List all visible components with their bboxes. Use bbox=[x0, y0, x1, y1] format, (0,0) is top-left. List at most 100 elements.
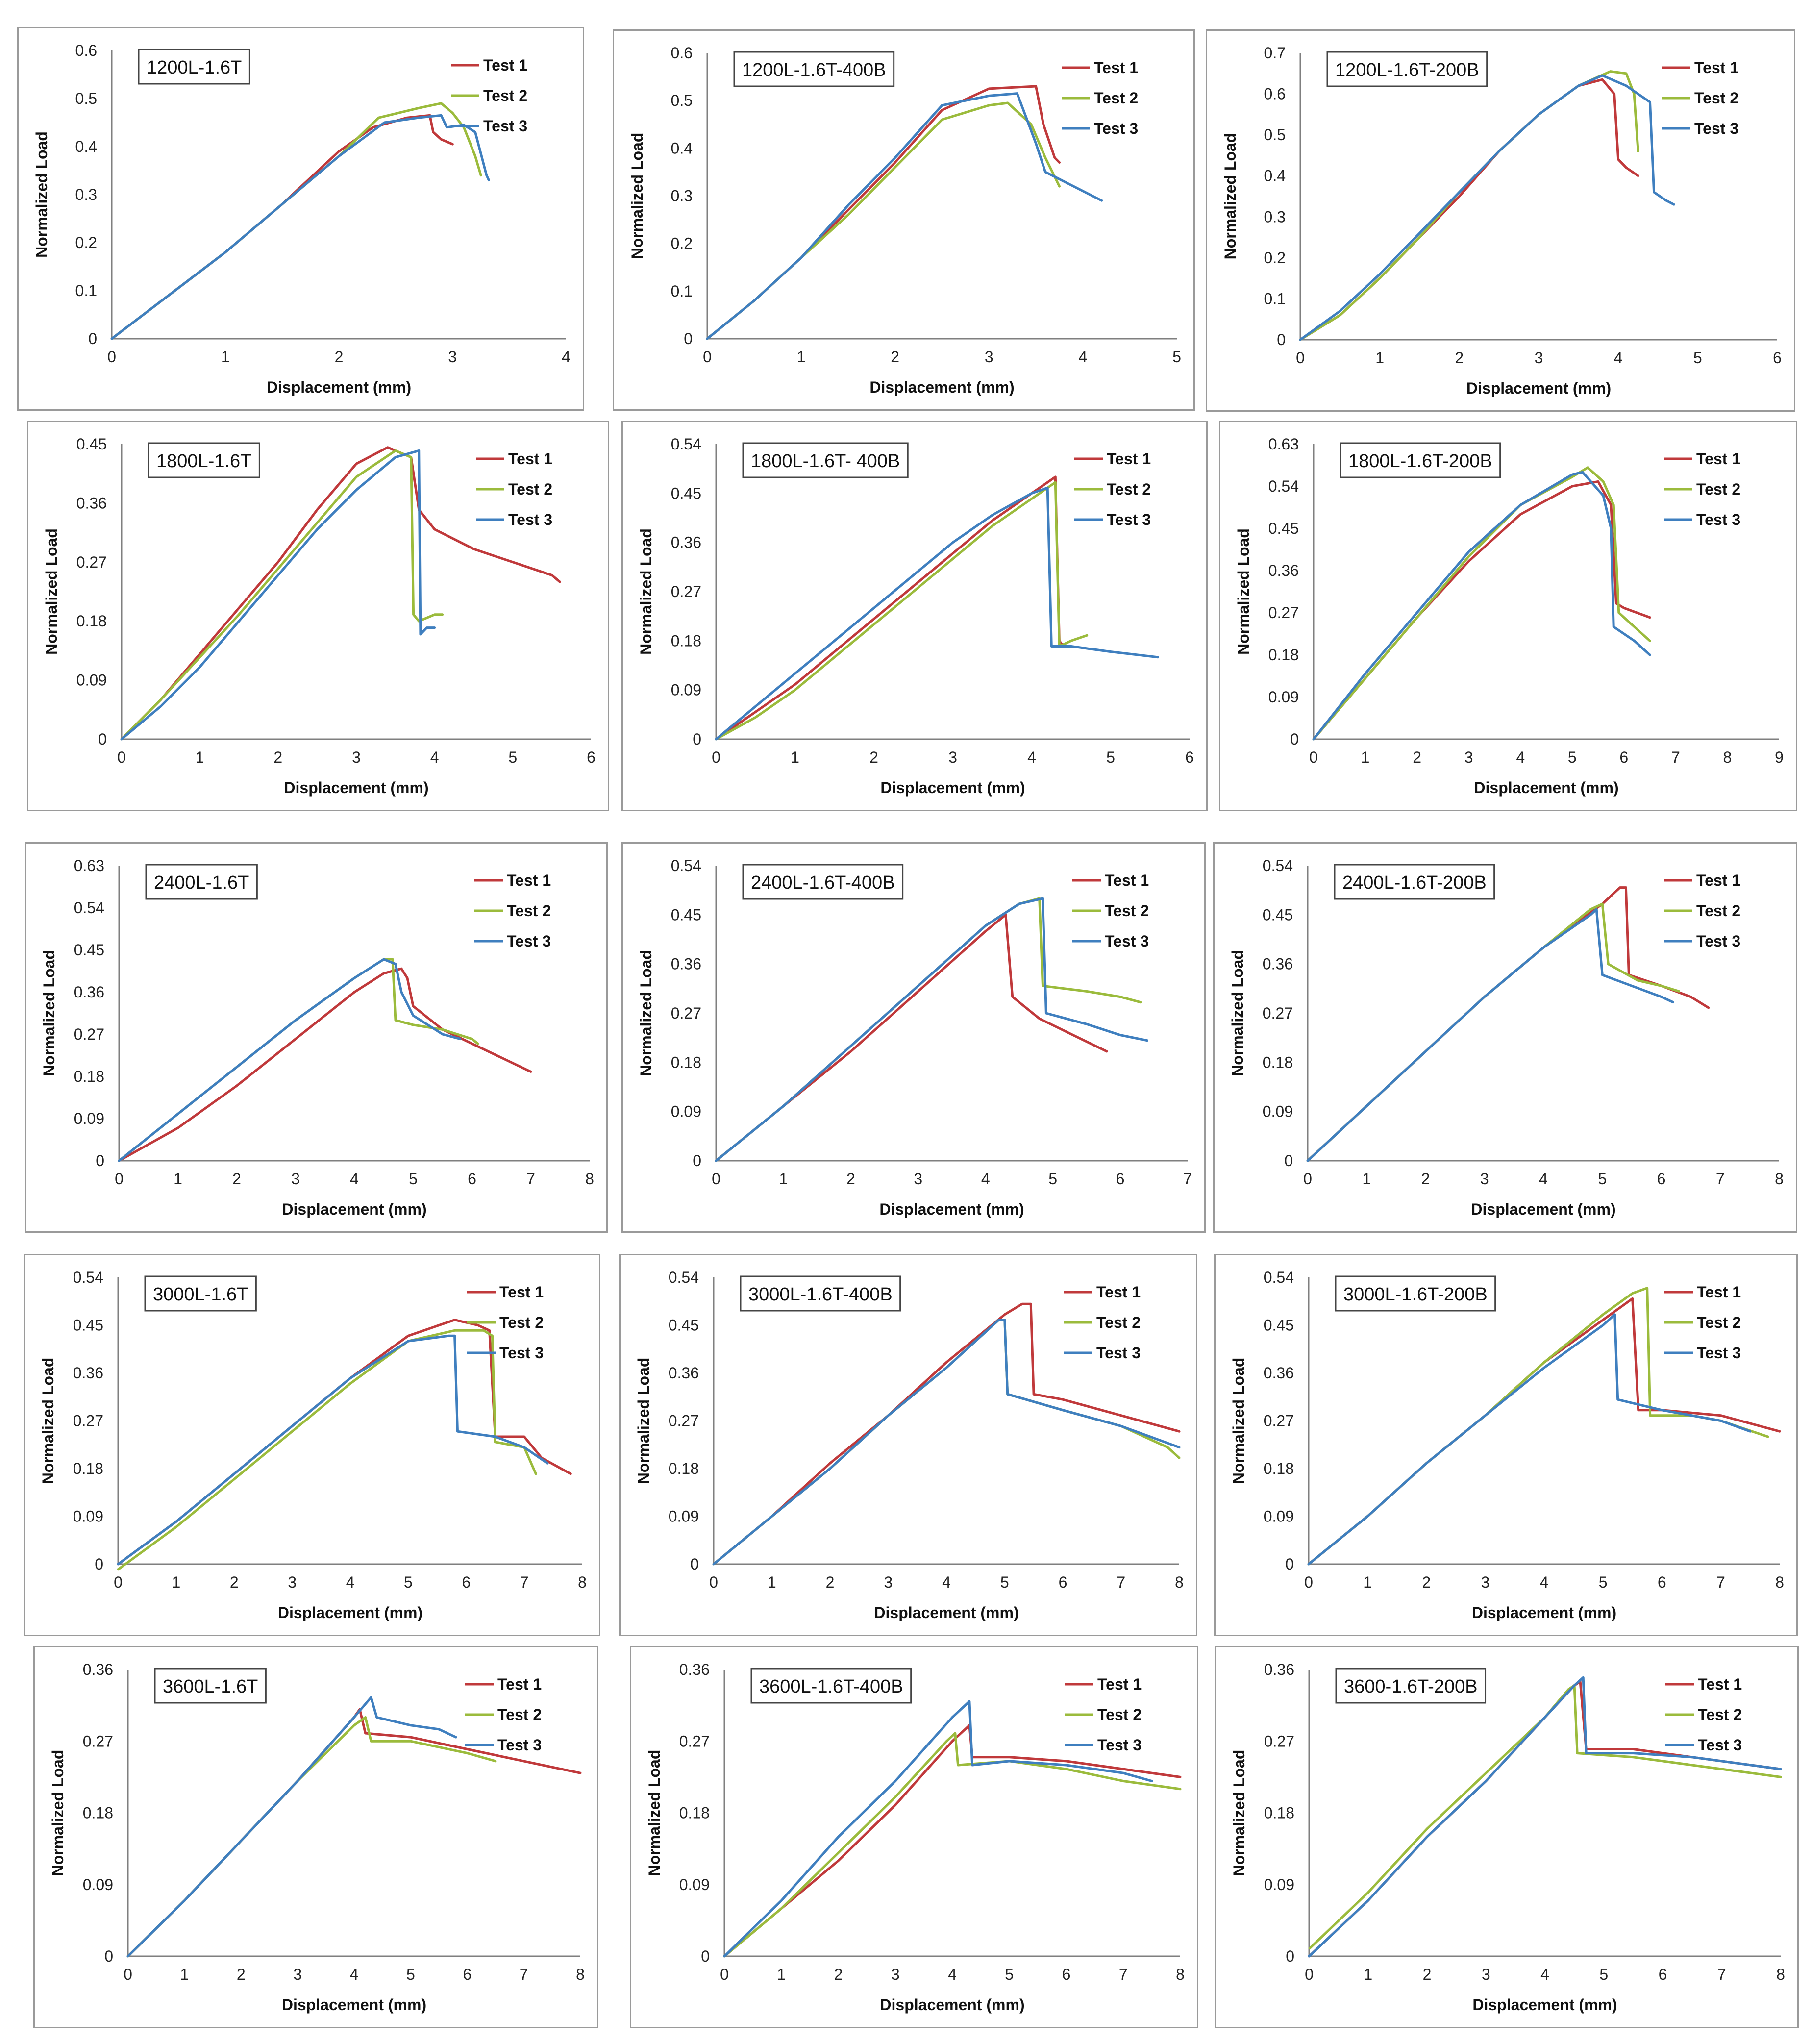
legend-label-test-2: Test 2 bbox=[507, 902, 551, 920]
x-tick-label: 6 bbox=[1062, 1966, 1071, 1983]
legend-label-test-2: Test 2 bbox=[1694, 89, 1738, 107]
x-tick-label: 1 bbox=[777, 1966, 786, 1983]
legend-label-test-1: Test 1 bbox=[1105, 872, 1149, 889]
series-line-test-2 bbox=[715, 897, 1142, 1162]
y-tick-label: 0.27 bbox=[83, 1732, 113, 1750]
x-tick-label: 8 bbox=[1175, 1573, 1184, 1591]
x-tick-label: 6 bbox=[463, 1966, 472, 1983]
y-tick-label: 0.7 bbox=[1264, 44, 1286, 62]
y-tick-label: 0.36 bbox=[76, 494, 107, 512]
y-tick-label: 0.4 bbox=[75, 138, 97, 155]
y-tick-label: 0.27 bbox=[1263, 1004, 1293, 1022]
series-line-test-1 bbox=[110, 114, 454, 340]
chart-svg: 0 1 2 3 4 5 6 7 8 0 0.09 0.18 0.27 0.36 0.45 0.54 Displa… bbox=[39, 1269, 587, 1621]
y-tick-label: 0.27 bbox=[679, 1732, 710, 1750]
legend-label-test-2: Test 2 bbox=[1105, 902, 1149, 920]
x-tick-label: 0 bbox=[1296, 349, 1305, 367]
chart-svg: 0 1 2 3 4 5 6 7 8 0 0.09 0.18 0.27 0.36 0.45 0.54 0.63 Di… bbox=[40, 857, 594, 1218]
chart-title-box bbox=[148, 442, 260, 478]
chart-svg: 0 1 2 3 4 5 6 7 8 0 0.09 0.18 0.27 0.36 0.45 0.54 Displa… bbox=[1229, 857, 1784, 1218]
x-tick-label: 5 bbox=[1599, 1573, 1608, 1591]
y-axis-title: Normalized Load bbox=[33, 131, 50, 258]
chart-title-box bbox=[154, 1668, 267, 1704]
series-line-test-3 bbox=[723, 1700, 1153, 1958]
series-line-test-3 bbox=[712, 1319, 1181, 1566]
x-tick-label: 5 bbox=[1568, 748, 1577, 766]
x-tick-label: 0 bbox=[720, 1966, 729, 1983]
chart-title-box bbox=[138, 49, 250, 85]
x-tick-label: 8 bbox=[1723, 748, 1732, 766]
x-tick-label: 8 bbox=[1176, 1966, 1185, 1983]
x-tick-label: 2 bbox=[335, 348, 344, 366]
x-tick-label: 1 bbox=[1361, 748, 1370, 766]
y-tick-label: 0.18 bbox=[83, 1804, 113, 1822]
y-tick-label: 0 bbox=[693, 730, 701, 748]
x-tick-label: 8 bbox=[576, 1966, 585, 1983]
y-tick-label: 0.36 bbox=[1264, 1364, 1294, 1382]
y-tick-label: 0.36 bbox=[74, 983, 104, 1001]
series-line-test-3 bbox=[715, 897, 1148, 1162]
legend-label-test-3: Test 3 bbox=[1096, 1344, 1141, 1362]
x-axis-title: Displacement (mm) bbox=[869, 378, 1014, 396]
y-axis-title: Normalized Load bbox=[635, 1358, 652, 1484]
x-tick-label: 0 bbox=[709, 1573, 718, 1591]
legend-label-test-2: Test 2 bbox=[1697, 1314, 1741, 1331]
y-tick-label: 0.5 bbox=[1264, 126, 1286, 144]
y-tick-label: 0.54 bbox=[671, 857, 701, 874]
y-tick-label: 0.45 bbox=[671, 906, 701, 923]
y-tick-label: 0.1 bbox=[75, 282, 97, 299]
chart-panel-6: 0 1 2 3 4 5 6 7 8 9 0 0.09 0.18 0.27 0.36 0.45 0.54 0.63 D… bbox=[1219, 421, 1797, 811]
x-tick-label: 0 bbox=[114, 1573, 123, 1591]
y-tick-label: 0 bbox=[98, 730, 107, 748]
x-tick-label: 3 bbox=[1535, 349, 1543, 367]
chart-panel-15: 0 1 2 3 4 5 6 7 8 0 0.09 0.18 0.27 0.36 Displacement (… bbox=[1215, 1646, 1799, 2028]
y-tick-label: 0.54 bbox=[73, 1269, 103, 1286]
legend-label-test-1: Test 1 bbox=[1696, 872, 1740, 889]
y-tick-label: 0.27 bbox=[76, 553, 107, 571]
x-tick-label: 7 bbox=[1117, 1573, 1125, 1591]
chart-svg: 0 1 2 3 4 5 6 0 0.1 0.2 0.3 0.4 0.5 0.6 0.7 Displacemen… bbox=[1221, 44, 1782, 397]
chart-title: 1800L-1.6T- 400B bbox=[751, 451, 900, 472]
x-tick-label: 7 bbox=[1119, 1966, 1128, 1983]
chart-title: 1200L-1.6T bbox=[147, 57, 242, 78]
y-tick-label: 0.36 bbox=[671, 534, 701, 551]
series-line-test-1 bbox=[706, 85, 1061, 340]
y-tick-label: 0 bbox=[95, 1555, 103, 1573]
chart-title: 1200L-1.6T-200B bbox=[1335, 60, 1479, 80]
chart-panel-1: 0 1 2 3 4 0 0.1 0.2 0.3 0.4 0.5 0.6 Displacement (mm… bbox=[17, 27, 584, 411]
chart-panel-3: 0 1 2 3 4 5 6 0 0.1 0.2 0.3 0.4 0.5 0.6 0.7 Displacemen… bbox=[1206, 29, 1795, 412]
x-tick-label: 8 bbox=[1775, 1573, 1784, 1591]
chart-panel-12: 0 1 2 3 4 5 6 7 8 0 0.09 0.18 0.27 0.36 0.45 0.54 Displa… bbox=[1214, 1254, 1798, 1636]
chart-title: 1800L-1.6T bbox=[156, 451, 251, 472]
chart-title-box bbox=[733, 51, 895, 87]
y-tick-label: 0.45 bbox=[1263, 906, 1293, 923]
x-tick-label: 6 bbox=[462, 1573, 471, 1591]
x-tick-label: 1 bbox=[196, 748, 204, 766]
chart-panel-11: 0 1 2 3 4 5 6 7 8 0 0.09 0.18 0.27 0.36 0.45 0.54 Displa… bbox=[619, 1254, 1197, 1636]
series-line-test-2 bbox=[723, 1732, 1182, 1958]
series-line-test-3 bbox=[1312, 471, 1651, 741]
x-axis-title: Displacement (mm) bbox=[282, 1996, 426, 2014]
series-line-test-3 bbox=[120, 449, 436, 741]
x-tick-label: 1 bbox=[1364, 1966, 1372, 1983]
x-tick-label: 4 bbox=[948, 1966, 957, 1983]
x-tick-label: 3 bbox=[891, 1966, 900, 1983]
series-line-test-1 bbox=[1312, 480, 1651, 741]
x-tick-label: 1 bbox=[172, 1573, 180, 1591]
x-axis-title: Displacement (mm) bbox=[1466, 379, 1611, 397]
legend-label-test-3: Test 3 bbox=[508, 511, 552, 528]
y-axis-title: Normalized Load bbox=[628, 133, 646, 259]
x-tick-label: 7 bbox=[1716, 1170, 1725, 1188]
y-tick-label: 0.09 bbox=[679, 1876, 710, 1894]
x-tick-label: 1 bbox=[1363, 1573, 1372, 1591]
y-tick-label: 0.36 bbox=[1263, 955, 1293, 973]
series-line-test-3 bbox=[706, 92, 1103, 340]
x-tick-label: 0 bbox=[124, 1966, 132, 1983]
y-tick-label: 0.09 bbox=[671, 1103, 701, 1121]
x-tick-label: 7 bbox=[1671, 748, 1680, 766]
x-tick-label: 3 bbox=[293, 1966, 302, 1983]
chart-title: 1800L-1.6T-200B bbox=[1348, 451, 1492, 472]
y-tick-label: 0.09 bbox=[669, 1508, 699, 1525]
x-axis-title: Displacement (mm) bbox=[1471, 1200, 1615, 1218]
series-line-test-1 bbox=[712, 1302, 1181, 1566]
